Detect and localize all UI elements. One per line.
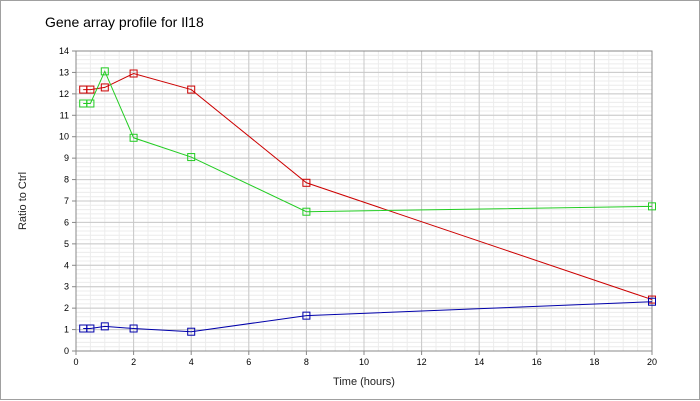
series-line-3 — [83, 301, 653, 333]
y-tick-label: 5 — [64, 239, 69, 249]
y-tick-label: 10 — [59, 132, 69, 142]
y-tick-label: 11 — [60, 110, 69, 120]
x-tick-label: 10 — [359, 357, 369, 367]
x-tick-label: 16 — [532, 357, 542, 367]
data-point-2 — [100, 67, 109, 76]
x-tick-label: 0 — [73, 357, 78, 367]
y-tick-label: 9 — [64, 153, 69, 163]
x-tick-label: 18 — [589, 357, 599, 367]
data-point-3 — [187, 327, 196, 336]
y-tick-label: 3 — [64, 282, 69, 292]
chart-title: Gene array profile for Il18 — [45, 14, 204, 30]
series-line-1 — [83, 72, 653, 301]
x-tick-label: 4 — [189, 357, 194, 367]
y-tick-label: 4 — [64, 260, 69, 270]
y-tick-label: 8 — [64, 175, 69, 185]
x-tick-label: 8 — [304, 357, 309, 367]
series-line-2 — [83, 70, 653, 213]
data-point-3 — [302, 311, 311, 320]
data-point-3 — [129, 324, 138, 333]
x-tick-label: 6 — [246, 357, 251, 367]
data-point-3 — [100, 322, 109, 331]
x-tick-label: 12 — [417, 357, 427, 367]
y-tick-label: 0 — [64, 346, 69, 356]
data-point-1 — [86, 85, 95, 94]
y-tick-label: 2 — [64, 303, 69, 313]
x-axis: 0 2 4 6 8 10 12 14 16 18 20 — [73, 351, 657, 367]
data-point-2 — [129, 133, 138, 142]
data-point-3 — [86, 324, 95, 333]
data-point-1 — [302, 178, 311, 187]
series-layer — [79, 67, 656, 336]
x-axis-label: Time (hours) — [333, 376, 395, 388]
y-tick-label: 6 — [64, 217, 69, 227]
data-point-1 — [187, 85, 196, 94]
y-tick-label: 14 — [59, 46, 69, 56]
y-tick-label: 13 — [59, 67, 69, 77]
y-tick-label: 12 — [59, 89, 69, 99]
data-point-2 — [302, 207, 311, 216]
x-tick-label: 2 — [131, 357, 136, 367]
data-point-1 — [129, 69, 138, 78]
x-tick-label: 20 — [647, 357, 657, 367]
data-point-2 — [86, 99, 95, 108]
y-tick-label: 7 — [64, 196, 69, 206]
x-tick-label: 14 — [474, 357, 484, 367]
data-point-1 — [100, 83, 109, 92]
data-point-2 — [187, 153, 196, 162]
y-axis-label: Ratio to Ctrl — [17, 172, 29, 230]
data-point-3 — [648, 297, 656, 306]
data-point-2 — [648, 202, 656, 211]
y-tick-label: 1 — [64, 325, 69, 335]
